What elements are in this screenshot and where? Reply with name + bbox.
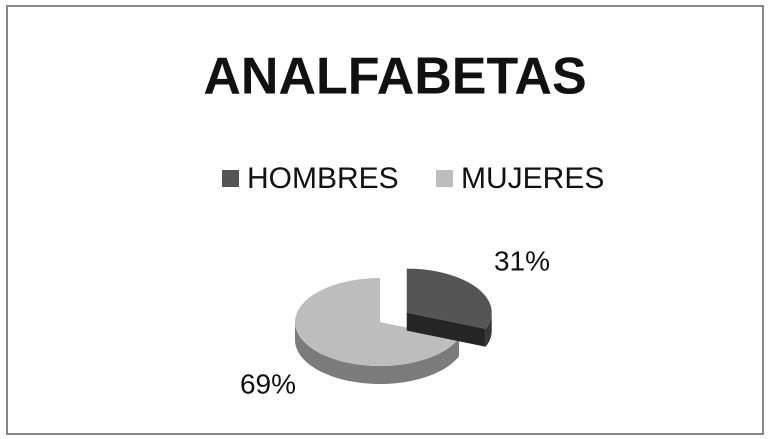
legend-label: HOMBRES bbox=[247, 162, 399, 195]
legend-label: MUJERES bbox=[461, 162, 604, 195]
data-label: 69% bbox=[240, 368, 296, 399]
slice-side bbox=[295, 322, 460, 384]
data-label: 31% bbox=[494, 245, 550, 276]
slice-cut bbox=[406, 312, 486, 347]
slice-top bbox=[406, 268, 492, 329]
slice-top bbox=[295, 278, 460, 366]
pie-slice bbox=[406, 268, 492, 347]
pie-slice bbox=[295, 278, 460, 384]
legend-swatch bbox=[222, 170, 239, 187]
legend-swatch bbox=[436, 170, 453, 187]
chart-title: ANALFABETAS bbox=[203, 48, 586, 106]
slice-side bbox=[485, 312, 492, 347]
